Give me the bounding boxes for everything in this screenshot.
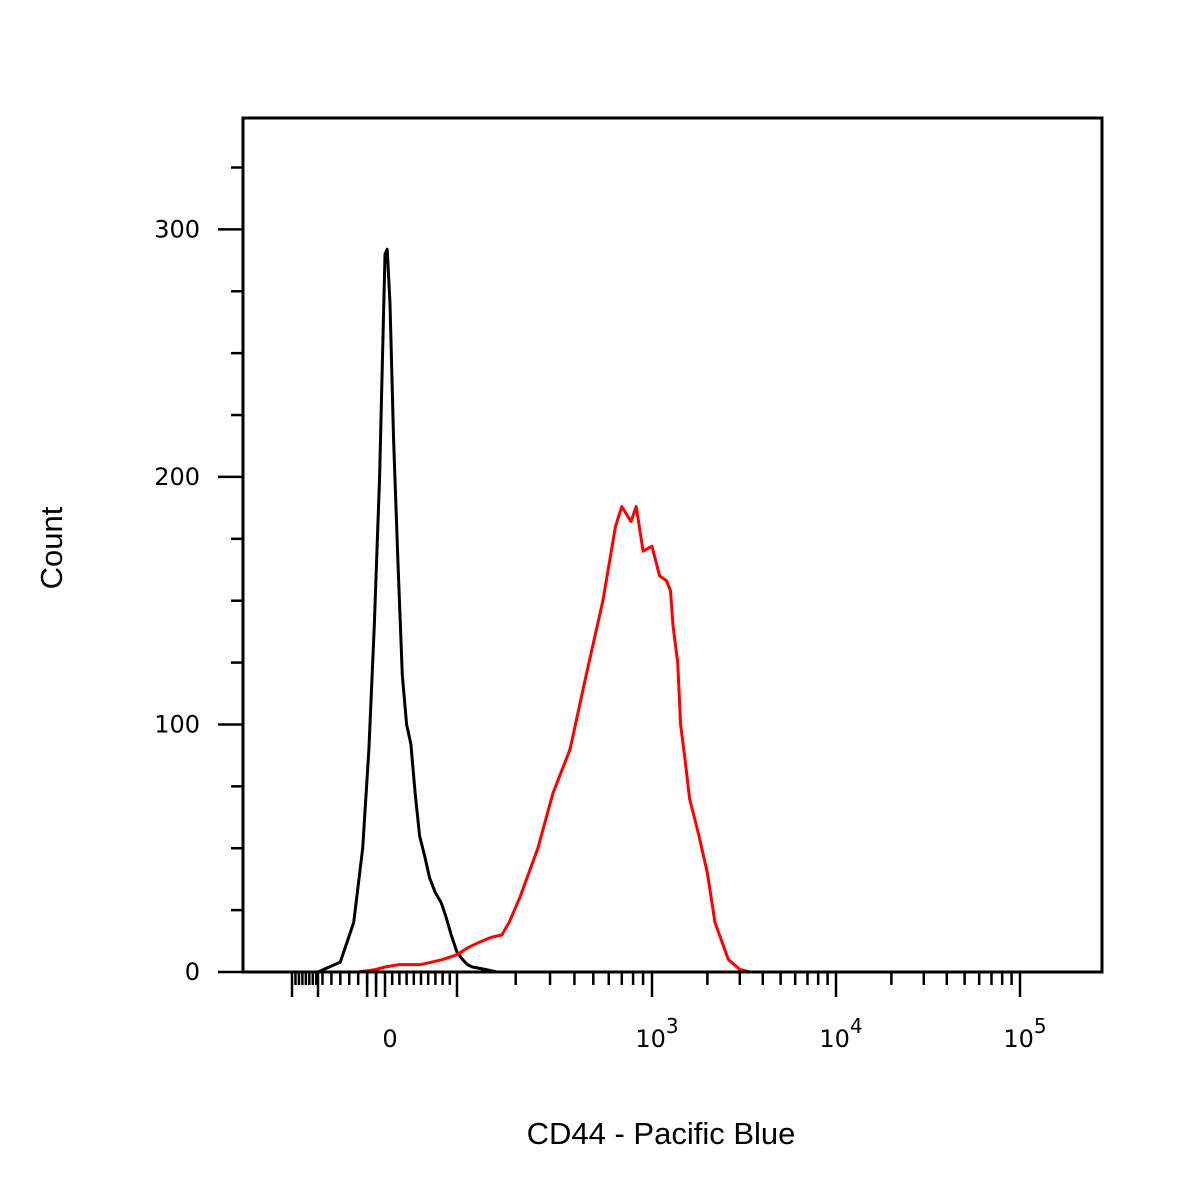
histogram-curves bbox=[316, 247, 1077, 974]
control-histogram-line bbox=[316, 247, 506, 974]
y-tick-label: 100 bbox=[154, 710, 200, 738]
plot-frame bbox=[241, 116, 1104, 974]
y-tick-label: 300 bbox=[154, 215, 200, 243]
x-tick-label: 104 bbox=[819, 1014, 862, 1053]
x-axis-title: CD44 - Pacific Blue bbox=[527, 1116, 796, 1151]
axis-ticks bbox=[218, 166, 1022, 997]
x-tick-label: 103 bbox=[635, 1014, 678, 1053]
y-tick-label: 0 bbox=[185, 958, 200, 986]
tick-labels: 0 100 200 300 0 103 104 105 bbox=[154, 215, 1046, 1053]
x-tick-label: 105 bbox=[1003, 1014, 1046, 1053]
y-tick-label: 200 bbox=[154, 463, 200, 491]
x-tick-label: 0 bbox=[382, 1025, 397, 1053]
cd44-histogram-line bbox=[356, 505, 1077, 974]
y-axis-title: Count bbox=[34, 506, 69, 589]
